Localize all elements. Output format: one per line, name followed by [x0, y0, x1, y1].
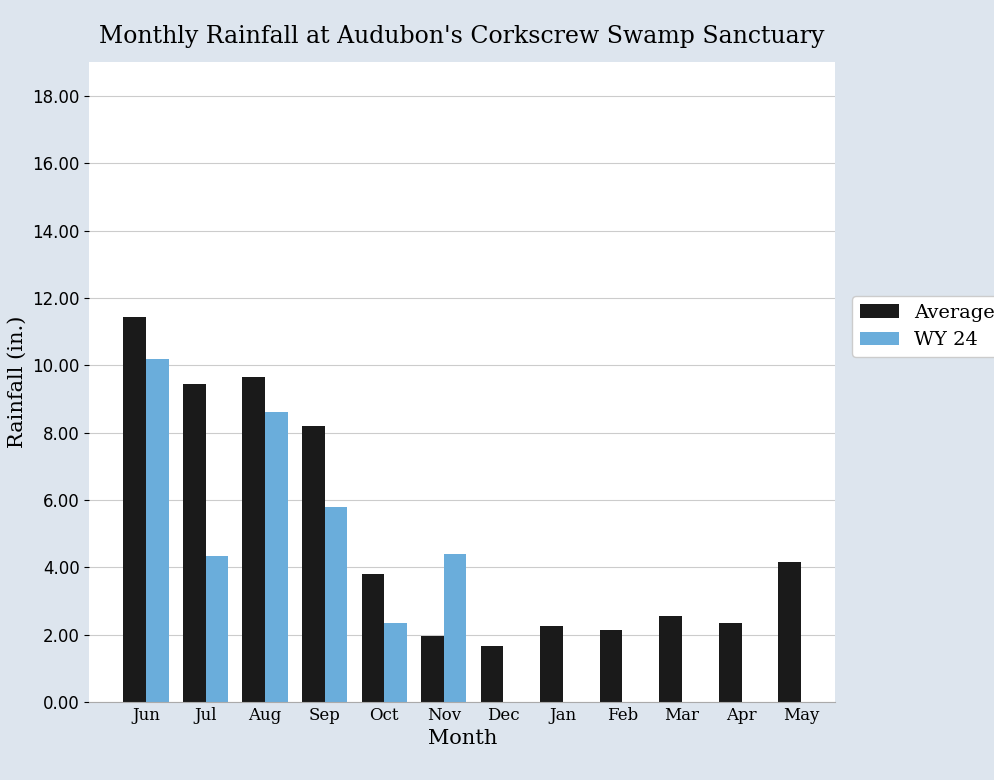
Bar [206, 555, 229, 702]
Bar [540, 626, 563, 702]
Bar [362, 574, 385, 702]
Bar [183, 384, 206, 702]
Bar [421, 636, 443, 702]
Bar [123, 317, 146, 702]
Bar [719, 623, 742, 702]
Bar [243, 378, 265, 702]
Bar [443, 554, 466, 702]
Y-axis label: Rainfall (in.): Rainfall (in.) [8, 316, 27, 448]
Bar [146, 359, 169, 702]
Bar [265, 413, 287, 702]
Title: Monthly Rainfall at Audubon's Corkscrew Swamp Sanctuary: Monthly Rainfall at Audubon's Corkscrew … [99, 25, 825, 48]
Bar [659, 616, 682, 702]
X-axis label: Month: Month [427, 729, 497, 749]
Bar [599, 629, 622, 702]
Legend: Average, WY 24: Average, WY 24 [852, 296, 994, 357]
Bar [302, 426, 325, 702]
Bar [778, 562, 801, 702]
Bar [385, 623, 407, 702]
Bar [481, 647, 503, 702]
Bar [325, 507, 347, 702]
